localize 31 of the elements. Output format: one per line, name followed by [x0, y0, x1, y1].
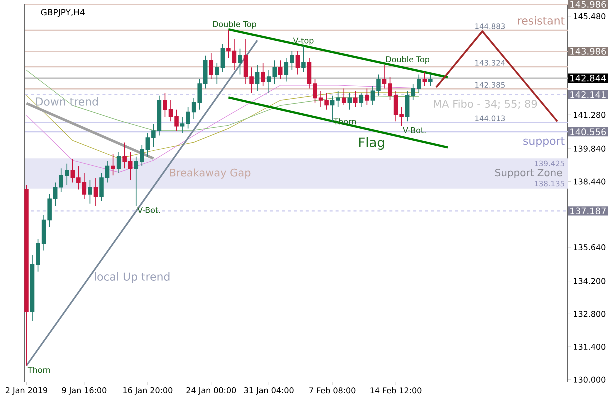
- candlestick: [116, 152, 122, 174]
- annotation: Down trend: [36, 97, 98, 106]
- text: GBPJPY,H4: [41, 9, 85, 18]
- candlestick: [278, 60, 283, 80]
- ref-line-label: 137.187: [570, 208, 606, 214]
- candlestick: [422, 72, 428, 87]
- annotation: Breakaway Gap: [170, 168, 251, 179]
- candlestick: [354, 90, 358, 108]
- ref-line-label: 143.986: [570, 48, 606, 55]
- band-label: Support Zone: [495, 168, 562, 178]
- ref-line-label: 142.141: [570, 91, 606, 98]
- candlestick: [88, 180, 92, 204]
- annotation: Flag: [359, 137, 384, 150]
- candlestick: [365, 88, 370, 106]
- candlestick: [94, 177, 98, 206]
- candlestick: [348, 92, 352, 110]
- candlestick: [24, 184, 29, 366]
- candlestick: [238, 48, 242, 75]
- candlestick: [255, 64, 260, 92]
- ref-line-label: 145.986: [570, 1, 606, 8]
- candlestick: [359, 92, 364, 108]
- candlestick: [261, 62, 266, 87]
- annotation: support: [524, 137, 565, 148]
- candlestick: [209, 53, 214, 80]
- ref-line-label: 142.844: [570, 74, 606, 82]
- annotation: local Up trend: [95, 272, 170, 283]
- candlestick: [296, 50, 300, 75]
- annotation: MA Fibo - 34; 55; 89: [434, 100, 538, 109]
- candlestick: [342, 88, 346, 106]
- ref-line-label: 140.556: [570, 128, 606, 136]
- annotation: resistant: [518, 16, 565, 25]
